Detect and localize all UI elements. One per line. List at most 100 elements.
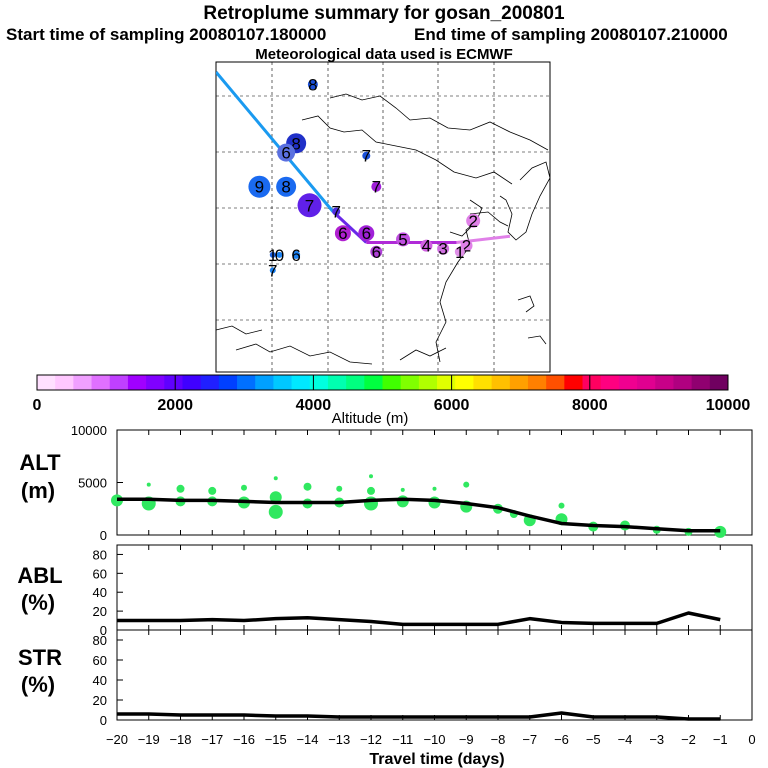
x-tick-label: −3 xyxy=(649,732,664,747)
series-line-str xyxy=(117,711,721,721)
plume-marker xyxy=(437,242,450,255)
altitude-scatter-point xyxy=(303,482,312,491)
plume-marker xyxy=(358,225,375,242)
panel-title: ABL xyxy=(17,563,62,588)
panel-str: 0 20 40 60 80 STR(%) xyxy=(18,629,753,728)
plume-marker-label: 1 xyxy=(268,246,277,265)
colorbar-swatch xyxy=(473,375,493,390)
plume-marker-label: 6 xyxy=(338,224,347,243)
map-coastline xyxy=(235,343,373,365)
colorbar-swatch xyxy=(455,375,474,390)
colorbar-swatch xyxy=(418,375,438,390)
plume-marker-label: 2 xyxy=(462,237,471,256)
x-tick-label: −7 xyxy=(522,732,537,747)
plume-marker xyxy=(454,246,465,257)
y-tick-label: 0 xyxy=(100,713,107,728)
altitude-colorbar: 0 2000 4000 6000 8000 10000 Altitude (m) xyxy=(33,374,750,427)
colorbar-swatch xyxy=(273,375,293,390)
altitude-scatter-point xyxy=(558,502,565,509)
plume-marker-label: 8 xyxy=(308,75,317,94)
altitude-scatter-point xyxy=(463,481,470,488)
altitude-scatter-point xyxy=(208,486,217,495)
colorbar-swatch xyxy=(237,375,256,390)
altitude-scatter-point xyxy=(369,474,373,479)
x-tick-label: −17 xyxy=(201,732,223,747)
altitude-scatter-point xyxy=(176,484,185,493)
plume-marker-label: 2 xyxy=(468,212,477,231)
colorbar-swatch xyxy=(182,375,202,390)
map-frame xyxy=(215,61,551,373)
map-coastline xyxy=(469,211,509,227)
plume-marker xyxy=(332,207,341,216)
colorbar-swatch xyxy=(437,375,456,390)
colorbar-swatch xyxy=(546,375,565,390)
colorbar-swatch xyxy=(200,375,220,390)
colorbar-swatch xyxy=(600,375,620,390)
plume-marker xyxy=(292,250,301,259)
panel-title: ALT xyxy=(19,450,61,475)
panel-frame xyxy=(116,429,753,536)
colorbar-tick-label: 0 xyxy=(33,397,42,414)
altitude-scatter-point xyxy=(367,486,375,495)
x-tick-label: −8 xyxy=(491,732,506,747)
colorbar-swatch xyxy=(582,375,602,390)
plume-marker-label: 6 xyxy=(372,243,381,262)
colorbar-swatch xyxy=(291,375,311,390)
plume-marker xyxy=(396,232,411,247)
plume-marker-label: 5 xyxy=(398,230,407,249)
altitude-scatter-point xyxy=(400,487,405,492)
map-coastline xyxy=(449,225,473,237)
colorbar-swatch xyxy=(691,375,711,390)
y-tick-label: 20 xyxy=(93,693,107,708)
map-coastline xyxy=(215,325,263,335)
colorbar-swatch xyxy=(655,375,674,390)
plume-marker-label: 7 xyxy=(305,196,314,215)
y-tick-label: 60 xyxy=(93,653,107,668)
end-time-label: End time of sampling 20080107.210000 xyxy=(414,25,728,44)
plume-marker xyxy=(371,181,382,192)
panel-abl: 0 20 40 60 80 ABL(%) xyxy=(17,544,753,638)
map-coastline xyxy=(517,295,535,313)
panel-unit: (m) xyxy=(21,478,55,503)
y-tick-label: 60 xyxy=(93,566,107,581)
colorbar-swatch xyxy=(309,375,329,390)
plume-marker xyxy=(276,176,297,197)
plume-marker-label: 4 xyxy=(422,237,431,256)
altitude-scatter-point xyxy=(432,486,437,491)
plume-marker xyxy=(269,251,276,258)
panel-frame xyxy=(116,544,753,631)
plume-marker xyxy=(420,239,433,252)
chart-title: Retroplume summary for gosan_200801 xyxy=(203,3,565,24)
plume-marker-label: 6 xyxy=(281,144,290,163)
plume-marker-label: 6 xyxy=(291,246,300,265)
colorbar-swatch xyxy=(364,375,383,390)
x-tick-label: −20 xyxy=(106,732,128,747)
x-tick-label: −9 xyxy=(459,732,474,747)
trajectory-segment xyxy=(216,71,335,213)
colorbar-swatch xyxy=(709,375,729,390)
x-axis-label: Travel time (days) xyxy=(369,751,504,768)
altitude-scatter-point xyxy=(241,484,247,491)
colorbar-swatch xyxy=(346,375,365,390)
plume-marker xyxy=(248,175,271,198)
x-tick-label: −14 xyxy=(296,732,318,747)
plume-marker-label: 3 xyxy=(438,240,447,259)
start-time-label: Start time of sampling 20080107.180000 xyxy=(6,25,327,44)
colorbar-swatch xyxy=(146,375,165,390)
x-tick-label: −10 xyxy=(423,732,445,747)
y-tick-label: 40 xyxy=(93,585,107,600)
plume-marker xyxy=(307,79,318,90)
x-tick-label: 0 xyxy=(748,732,755,747)
plume-marker-label: 8 xyxy=(291,134,300,153)
panel-title: STR xyxy=(18,645,62,670)
colorbar-swatch xyxy=(218,375,238,390)
plume-marker-label: 0 xyxy=(275,246,284,265)
x-tick-label: −19 xyxy=(138,732,160,747)
colorbar-swatch xyxy=(509,375,529,390)
y-tick-label: 10000 xyxy=(71,423,107,438)
plume-marker xyxy=(297,193,322,218)
colorbar-swatch xyxy=(37,375,56,390)
colorbar-swatch xyxy=(164,375,183,390)
